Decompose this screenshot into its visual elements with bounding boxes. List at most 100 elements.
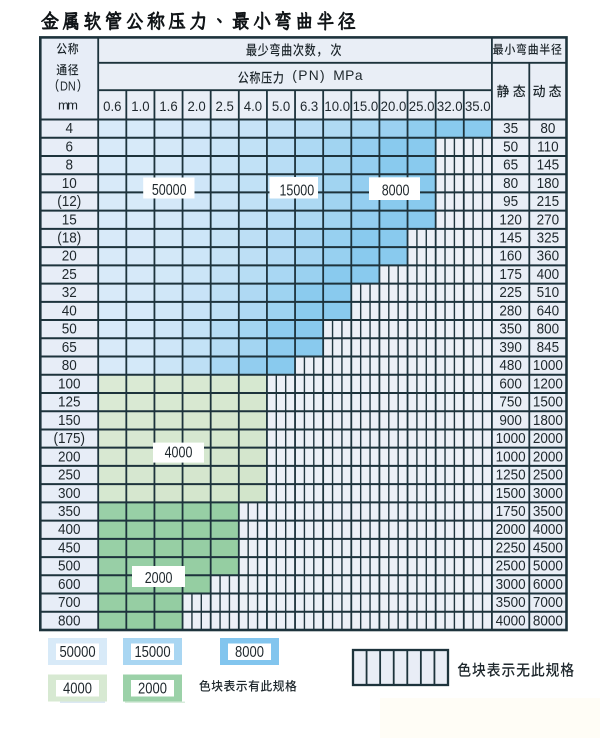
- svg-text:640: 640: [537, 303, 560, 320]
- svg-text:50: 50: [503, 139, 518, 156]
- svg-text:4000: 4000: [496, 613, 526, 630]
- svg-text:350: 350: [58, 503, 81, 520]
- svg-text:400: 400: [537, 266, 560, 283]
- svg-text:1200: 1200: [533, 376, 563, 393]
- svg-text:100: 100: [58, 376, 81, 393]
- svg-text:2000: 2000: [496, 522, 526, 539]
- svg-text:125: 125: [58, 394, 81, 411]
- svg-text:1.6: 1.6: [159, 99, 178, 115]
- svg-text:50000: 50000: [152, 182, 187, 200]
- svg-text:4000: 4000: [63, 681, 92, 698]
- svg-text:MPa: MPa: [333, 68, 363, 83]
- svg-text:32.0: 32.0: [437, 99, 463, 115]
- svg-text:250: 250: [58, 467, 81, 484]
- svg-text:2.0: 2.0: [187, 99, 206, 115]
- svg-text:8000: 8000: [235, 644, 264, 661]
- svg-text:3500: 3500: [533, 503, 563, 520]
- svg-text:15000: 15000: [134, 644, 170, 661]
- svg-text:50: 50: [62, 321, 77, 338]
- svg-text:175: 175: [499, 266, 522, 283]
- svg-text:600: 600: [58, 576, 81, 593]
- svg-text:mm: mm: [58, 97, 78, 112]
- svg-text:95: 95: [503, 193, 518, 210]
- svg-text:20.0: 20.0: [381, 99, 407, 115]
- svg-text:120: 120: [499, 212, 522, 229]
- svg-text:40: 40: [62, 303, 77, 320]
- svg-text:8: 8: [65, 157, 73, 174]
- svg-text:1500: 1500: [496, 485, 526, 502]
- svg-text:7000: 7000: [533, 595, 563, 612]
- svg-text:4000: 4000: [165, 444, 193, 462]
- svg-text:50000: 50000: [59, 644, 95, 661]
- svg-text:1000: 1000: [496, 431, 526, 448]
- svg-text:(12): (12): [57, 193, 81, 210]
- svg-text:3500: 3500: [496, 595, 526, 612]
- svg-text:510: 510: [537, 285, 560, 302]
- svg-text:3000: 3000: [533, 485, 563, 502]
- svg-text:2.5: 2.5: [216, 99, 235, 115]
- svg-text:145: 145: [537, 157, 560, 174]
- svg-text:10: 10: [62, 175, 77, 192]
- svg-text:6.3: 6.3: [300, 99, 319, 115]
- svg-text:4500: 4500: [533, 540, 563, 557]
- svg-text:900: 900: [499, 412, 522, 429]
- svg-text:3000: 3000: [496, 576, 526, 593]
- svg-text:1250: 1250: [496, 467, 526, 484]
- svg-text:0.6: 0.6: [103, 99, 122, 115]
- svg-text:160: 160: [499, 248, 522, 265]
- svg-text:700: 700: [58, 595, 81, 612]
- svg-text:1500: 1500: [533, 394, 563, 411]
- svg-text:4.0: 4.0: [244, 99, 263, 115]
- svg-text:(175): (175): [53, 431, 85, 448]
- svg-text:280: 280: [499, 303, 522, 320]
- svg-text:325: 325: [537, 230, 560, 247]
- svg-text:800: 800: [58, 613, 81, 630]
- svg-text:25: 25: [62, 266, 77, 283]
- svg-text:750: 750: [499, 394, 522, 411]
- svg-text:180: 180: [537, 175, 560, 192]
- svg-text:2000: 2000: [533, 449, 563, 466]
- svg-text:35.0: 35.0: [465, 99, 491, 115]
- svg-text:390: 390: [499, 339, 522, 356]
- svg-text:1000: 1000: [496, 449, 526, 466]
- svg-text:15: 15: [62, 212, 77, 229]
- svg-text:DN: DN: [60, 78, 76, 93]
- svg-text:20: 20: [62, 248, 77, 265]
- svg-text:65: 65: [62, 339, 77, 356]
- svg-text:1750: 1750: [496, 503, 526, 520]
- svg-text:35: 35: [503, 121, 518, 138]
- svg-text:32: 32: [62, 285, 77, 302]
- svg-text:200: 200: [58, 449, 81, 466]
- svg-text:350: 350: [499, 321, 522, 338]
- svg-text:2250: 2250: [496, 540, 526, 557]
- svg-text:110: 110: [537, 139, 559, 156]
- svg-text:300: 300: [58, 485, 81, 502]
- svg-text:500: 500: [58, 558, 81, 575]
- svg-text:2000: 2000: [533, 431, 563, 448]
- svg-text:6000: 6000: [533, 576, 563, 593]
- svg-text:5.0: 5.0: [272, 99, 291, 115]
- svg-text:65: 65: [503, 157, 518, 174]
- svg-text:145: 145: [499, 230, 522, 247]
- svg-text:2500: 2500: [496, 558, 526, 575]
- svg-text:6: 6: [65, 139, 73, 156]
- svg-text:1800: 1800: [533, 412, 563, 429]
- svg-text:(18): (18): [57, 230, 81, 247]
- svg-text:2000: 2000: [138, 681, 167, 698]
- svg-text:25.0: 25.0: [409, 99, 435, 115]
- svg-text:5000: 5000: [533, 558, 563, 575]
- svg-text:80: 80: [503, 175, 518, 192]
- svg-text:10.0: 10.0: [324, 99, 350, 115]
- svg-text:15.0: 15.0: [353, 99, 379, 115]
- svg-text:80: 80: [62, 358, 77, 375]
- svg-text:8000: 8000: [382, 182, 410, 200]
- svg-text:4000: 4000: [533, 522, 563, 539]
- svg-text:600: 600: [499, 376, 522, 393]
- svg-text:1000: 1000: [533, 358, 563, 375]
- svg-text:845: 845: [537, 339, 560, 356]
- svg-text:1.0: 1.0: [131, 99, 150, 115]
- svg-text:450: 450: [58, 540, 81, 557]
- svg-text:270: 270: [537, 212, 560, 229]
- svg-text:400: 400: [58, 522, 81, 539]
- svg-text:80: 80: [540, 121, 555, 138]
